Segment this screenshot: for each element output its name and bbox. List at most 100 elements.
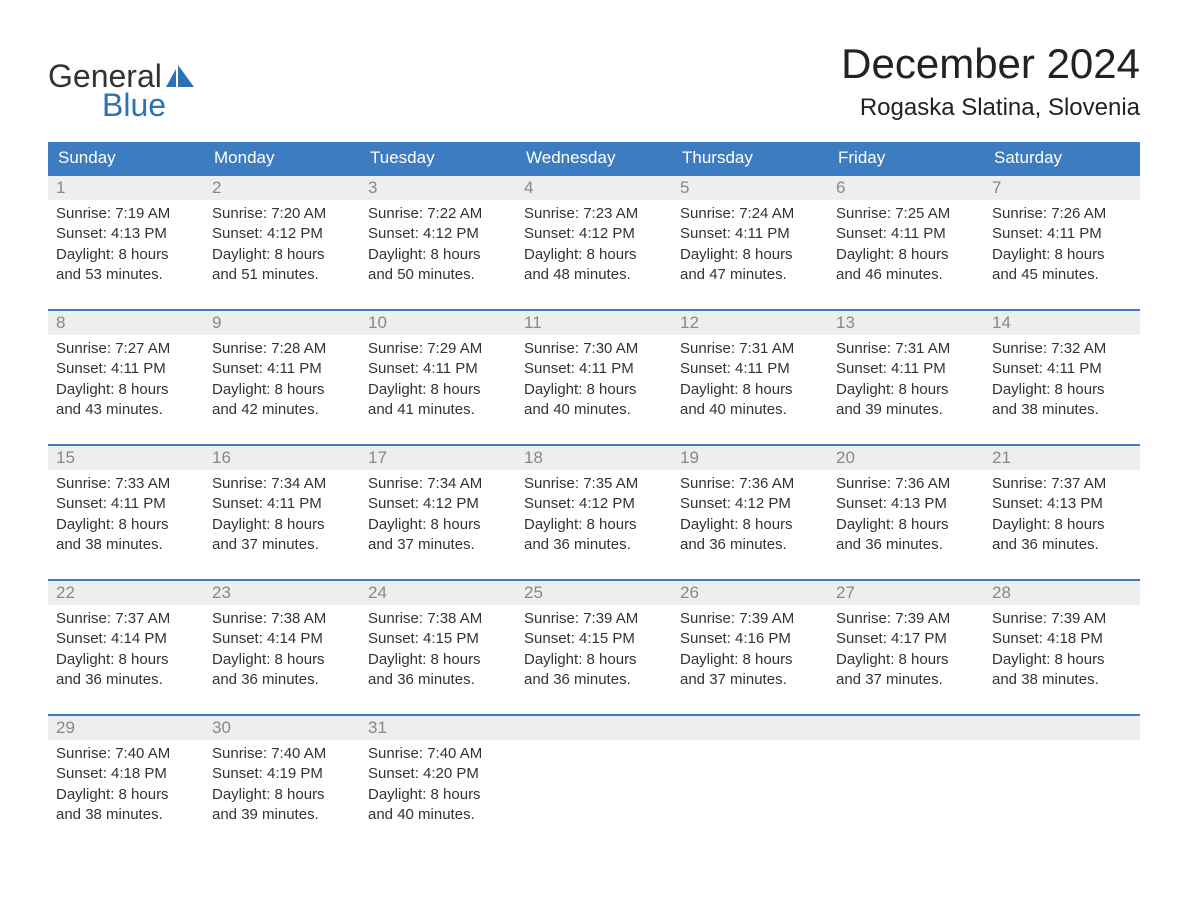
- day-number: 22: [48, 581, 204, 605]
- daylight-line-2: and 36 minutes.: [836, 535, 976, 555]
- day-number: 26: [672, 581, 828, 605]
- day-number: .: [828, 716, 984, 740]
- day-cell: 16Sunrise: 7:34 AMSunset: 4:11 PMDayligh…: [204, 446, 360, 555]
- sunset-line: Sunset: 4:11 PM: [524, 359, 664, 379]
- daylight-line-2: and 50 minutes.: [368, 265, 508, 285]
- daylight-line-1: Daylight: 8 hours: [368, 785, 508, 805]
- daylight-line-1: Daylight: 8 hours: [836, 515, 976, 535]
- sunrise-line: Sunrise: 7:40 AM: [368, 744, 508, 764]
- day-cell: .: [984, 716, 1140, 825]
- sunrise-line: Sunrise: 7:37 AM: [992, 474, 1132, 494]
- day-number: 5: [672, 176, 828, 200]
- sunrise-line: Sunrise: 7:34 AM: [212, 474, 352, 494]
- day-cell: 17Sunrise: 7:34 AMSunset: 4:12 PMDayligh…: [360, 446, 516, 555]
- sunrise-line: Sunrise: 7:39 AM: [680, 609, 820, 629]
- daylight-line-1: Daylight: 8 hours: [368, 650, 508, 670]
- daylight-line-1: Daylight: 8 hours: [524, 380, 664, 400]
- day-cell: 23Sunrise: 7:38 AMSunset: 4:14 PMDayligh…: [204, 581, 360, 690]
- title-block: December 2024 Rogaska Slatina, Slovenia: [841, 40, 1140, 122]
- daylight-line-1: Daylight: 8 hours: [992, 245, 1132, 265]
- sunrise-line: Sunrise: 7:36 AM: [680, 474, 820, 494]
- sunset-line: Sunset: 4:12 PM: [368, 494, 508, 514]
- day-number: 7: [984, 176, 1140, 200]
- daylight-line-2: and 37 minutes.: [212, 535, 352, 555]
- daylight-line-1: Daylight: 8 hours: [368, 380, 508, 400]
- day-number: 20: [828, 446, 984, 470]
- daylight-line-2: and 40 minutes.: [368, 805, 508, 825]
- daylight-line-2: and 43 minutes.: [56, 400, 196, 420]
- sunrise-line: Sunrise: 7:40 AM: [56, 744, 196, 764]
- daylight-line-2: and 38 minutes.: [56, 535, 196, 555]
- sunset-line: Sunset: 4:18 PM: [56, 764, 196, 784]
- sunset-line: Sunset: 4:11 PM: [212, 494, 352, 514]
- week-row: 8Sunrise: 7:27 AMSunset: 4:11 PMDaylight…: [48, 309, 1140, 420]
- sunset-line: Sunset: 4:11 PM: [992, 224, 1132, 244]
- day-body: Sunrise: 7:20 AMSunset: 4:12 PMDaylight:…: [204, 200, 360, 285]
- day-body: Sunrise: 7:34 AMSunset: 4:12 PMDaylight:…: [360, 470, 516, 555]
- day-number: 13: [828, 311, 984, 335]
- day-cell: 5Sunrise: 7:24 AMSunset: 4:11 PMDaylight…: [672, 176, 828, 285]
- day-cell: 27Sunrise: 7:39 AMSunset: 4:17 PMDayligh…: [828, 581, 984, 690]
- logo-word2: Blue: [102, 87, 194, 124]
- day-number: 1: [48, 176, 204, 200]
- day-body: Sunrise: 7:22 AMSunset: 4:12 PMDaylight:…: [360, 200, 516, 285]
- column-header: Saturday: [984, 142, 1140, 174]
- sunrise-line: Sunrise: 7:33 AM: [56, 474, 196, 494]
- daylight-line-2: and 41 minutes.: [368, 400, 508, 420]
- sunset-line: Sunset: 4:11 PM: [212, 359, 352, 379]
- sunrise-line: Sunrise: 7:37 AM: [56, 609, 196, 629]
- day-body: Sunrise: 7:36 AMSunset: 4:13 PMDaylight:…: [828, 470, 984, 555]
- day-cell: 14Sunrise: 7:32 AMSunset: 4:11 PMDayligh…: [984, 311, 1140, 420]
- day-body: Sunrise: 7:30 AMSunset: 4:11 PMDaylight:…: [516, 335, 672, 420]
- day-cell: .: [516, 716, 672, 825]
- day-body: Sunrise: 7:26 AMSunset: 4:11 PMDaylight:…: [984, 200, 1140, 285]
- day-number: 12: [672, 311, 828, 335]
- sunrise-line: Sunrise: 7:31 AM: [836, 339, 976, 359]
- column-header: Thursday: [672, 142, 828, 174]
- day-body: Sunrise: 7:40 AMSunset: 4:20 PMDaylight:…: [360, 740, 516, 825]
- day-cell: 15Sunrise: 7:33 AMSunset: 4:11 PMDayligh…: [48, 446, 204, 555]
- daylight-line-1: Daylight: 8 hours: [368, 245, 508, 265]
- day-cell: .: [828, 716, 984, 825]
- daylight-line-2: and 37 minutes.: [368, 535, 508, 555]
- page-title: December 2024: [841, 40, 1140, 88]
- day-number: 4: [516, 176, 672, 200]
- daylight-line-1: Daylight: 8 hours: [524, 245, 664, 265]
- day-body: Sunrise: 7:29 AMSunset: 4:11 PMDaylight:…: [360, 335, 516, 420]
- location-text: Rogaska Slatina, Slovenia: [841, 94, 1140, 122]
- sunrise-line: Sunrise: 7:36 AM: [836, 474, 976, 494]
- daylight-line-2: and 38 minutes.: [992, 400, 1132, 420]
- day-cell: 24Sunrise: 7:38 AMSunset: 4:15 PMDayligh…: [360, 581, 516, 690]
- sunset-line: Sunset: 4:11 PM: [56, 494, 196, 514]
- day-body: Sunrise: 7:34 AMSunset: 4:11 PMDaylight:…: [204, 470, 360, 555]
- week-row: 22Sunrise: 7:37 AMSunset: 4:14 PMDayligh…: [48, 579, 1140, 690]
- daylight-line-2: and 46 minutes.: [836, 265, 976, 285]
- daylight-line-2: and 38 minutes.: [992, 670, 1132, 690]
- sunset-line: Sunset: 4:13 PM: [992, 494, 1132, 514]
- sunrise-line: Sunrise: 7:20 AM: [212, 204, 352, 224]
- sunrise-line: Sunrise: 7:34 AM: [368, 474, 508, 494]
- day-body: Sunrise: 7:31 AMSunset: 4:11 PMDaylight:…: [672, 335, 828, 420]
- sunset-line: Sunset: 4:12 PM: [524, 224, 664, 244]
- day-cell: 6Sunrise: 7:25 AMSunset: 4:11 PMDaylight…: [828, 176, 984, 285]
- day-number: 24: [360, 581, 516, 605]
- sunset-line: Sunset: 4:12 PM: [368, 224, 508, 244]
- day-number: 10: [360, 311, 516, 335]
- day-cell: 22Sunrise: 7:37 AMSunset: 4:14 PMDayligh…: [48, 581, 204, 690]
- daylight-line-2: and 39 minutes.: [836, 400, 976, 420]
- day-cell: 12Sunrise: 7:31 AMSunset: 4:11 PMDayligh…: [672, 311, 828, 420]
- daylight-line-1: Daylight: 8 hours: [56, 650, 196, 670]
- day-number: 28: [984, 581, 1140, 605]
- sunrise-line: Sunrise: 7:39 AM: [524, 609, 664, 629]
- daylight-line-1: Daylight: 8 hours: [836, 650, 976, 670]
- daylight-line-2: and 39 minutes.: [212, 805, 352, 825]
- day-number: 30: [204, 716, 360, 740]
- day-number: 18: [516, 446, 672, 470]
- sunrise-line: Sunrise: 7:31 AM: [680, 339, 820, 359]
- daylight-line-1: Daylight: 8 hours: [212, 245, 352, 265]
- day-body: Sunrise: 7:25 AMSunset: 4:11 PMDaylight:…: [828, 200, 984, 285]
- sail-icon: [166, 65, 194, 87]
- day-number: 29: [48, 716, 204, 740]
- day-body: Sunrise: 7:32 AMSunset: 4:11 PMDaylight:…: [984, 335, 1140, 420]
- daylight-line-2: and 36 minutes.: [368, 670, 508, 690]
